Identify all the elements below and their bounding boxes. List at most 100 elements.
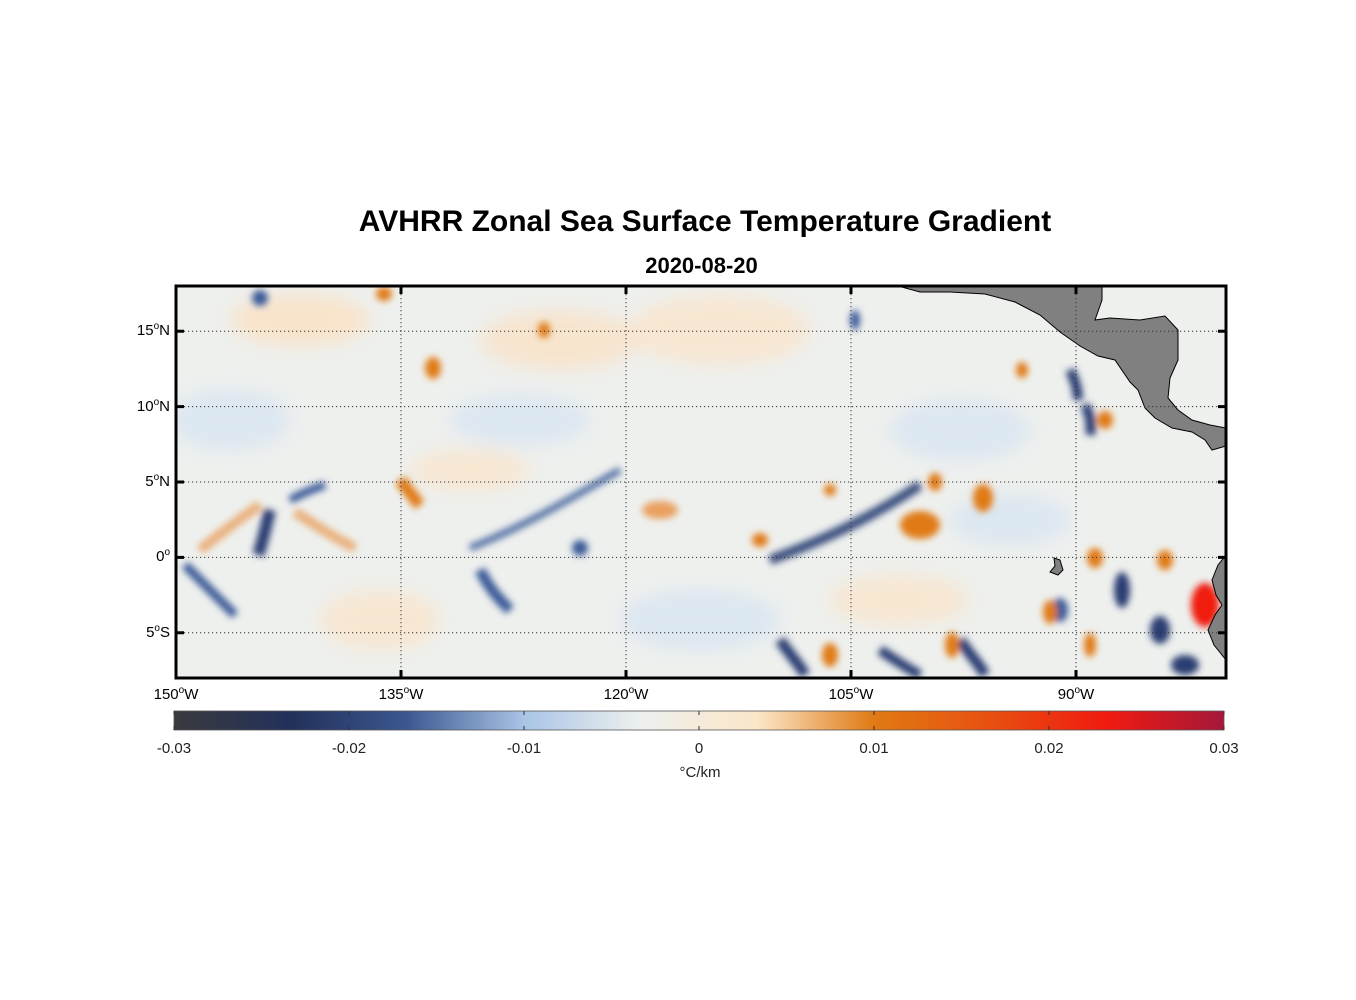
lat-label-hemisphere: N (159, 322, 170, 340)
lat-label-num: 10 (136, 397, 154, 415)
chart-subtitle: 2020-08-20 (645, 253, 758, 278)
lat-label-degree: o (154, 622, 160, 634)
lat-label-degree: o (153, 321, 160, 333)
lon-label-hemisphere: W (409, 686, 424, 703)
cold-front (1080, 402, 1096, 436)
lat-label-hemisphere: N (159, 397, 170, 415)
lon-label: 135oW (361, 685, 441, 703)
lat-label-num: 5 (146, 623, 155, 641)
warm-spot (752, 533, 768, 547)
warm-spot (538, 322, 550, 338)
lat-label-hemisphere: N (159, 473, 170, 490)
warm-spot (900, 511, 940, 539)
lon-label: 120oW (586, 685, 666, 703)
lat-label: 15oN (110, 321, 170, 339)
warm-spot (376, 287, 392, 301)
lon-label-num: 120 (603, 686, 629, 703)
cold-front (955, 636, 990, 678)
chart-title: AVHRR Zonal Sea Surface Temperature Grad… (358, 205, 1052, 238)
warm-front (292, 507, 358, 553)
lon-label: 90oW (1036, 685, 1116, 703)
lat-label: 10oN (110, 397, 170, 415)
cold-front (1065, 367, 1083, 401)
warm-front (395, 476, 425, 510)
lon-label-degree: o (1074, 685, 1081, 696)
warm-spot (1157, 550, 1173, 570)
warm-wash (320, 590, 440, 650)
cold-spot (1150, 616, 1170, 644)
lon-label: 150oW (136, 685, 216, 703)
colorbar-tick-label: 0.02 (1034, 740, 1064, 757)
lon-label: 105oW (811, 685, 891, 703)
lat-label: 0o (110, 547, 170, 565)
lon-label-degree: o (628, 685, 635, 696)
colorbar-tick-label: -0.01 (506, 740, 542, 757)
warm-wash (480, 310, 640, 370)
colorbar-tick-label: -0.02 (331, 740, 367, 757)
colorbar-unit: °C/km (679, 764, 721, 781)
cold-front (775, 636, 810, 678)
lon-label-hemisphere: W (1080, 686, 1095, 703)
galapagos-island (1049, 557, 1064, 576)
lat-label-num: 0 (156, 548, 165, 566)
cold-front (475, 567, 514, 614)
cold-spot (572, 540, 588, 556)
cool-wash (620, 590, 780, 650)
lon-label-degree: o (403, 685, 410, 696)
lon-label-num: 90 (1057, 686, 1075, 703)
lat-label-num: 5 (145, 473, 154, 490)
warm-spot (928, 473, 942, 491)
lat-label-degree: o (153, 396, 160, 408)
warm-spot (1016, 362, 1028, 378)
lon-label-degree: o (178, 685, 185, 696)
warm-spot (1043, 600, 1057, 624)
cold-spot (1171, 655, 1199, 675)
lon-label-degree: o (853, 685, 860, 696)
colorbar-tick-label: 0.03 (1209, 740, 1239, 757)
lat-label-degree: o (153, 472, 160, 483)
warm-wash (630, 295, 810, 365)
warm-front (196, 500, 263, 554)
cool-wash (176, 390, 290, 450)
lon-label-hemisphere: W (634, 686, 649, 703)
lat-label-num: 15 (136, 322, 154, 340)
cold-front (468, 466, 622, 552)
cold-front (288, 481, 327, 504)
warm-spot (1097, 411, 1113, 429)
warm-spot (945, 632, 959, 658)
colorbar-tick-label: 0 (694, 740, 704, 757)
cool-wash (450, 395, 590, 445)
warm-wash (830, 575, 970, 625)
warm-wash (410, 450, 530, 490)
warm-wash (230, 295, 370, 345)
warm-spot (973, 484, 993, 512)
lon-label-num: 150 (153, 686, 179, 703)
cold-front (252, 508, 276, 558)
cool-wash (950, 495, 1070, 545)
colorbar-tick-label: 0.01 (859, 740, 889, 757)
lat-label-degree: o (164, 547, 170, 559)
lon-label-num: 135 (378, 686, 404, 703)
cold-front (768, 480, 923, 565)
cold-spot (1114, 572, 1130, 608)
cold-spot (850, 310, 860, 330)
cold-spot (252, 290, 268, 306)
cold-front (181, 561, 239, 619)
lat-label-hemisphere: S (159, 623, 170, 641)
warm-spot (1084, 633, 1096, 657)
background-texture (176, 295, 1070, 650)
map-gridlines (176, 286, 1226, 678)
cold-front (877, 645, 923, 678)
warm-spot (1191, 583, 1219, 627)
lon-label-hemisphere: W (859, 686, 874, 703)
map-tick-marks (174, 286, 1226, 678)
warm-spot (824, 484, 836, 496)
lat-label: 5oS (110, 623, 170, 641)
gradient-features (181, 287, 1219, 678)
warm-spot (822, 643, 838, 667)
lon-label-num: 105 (828, 686, 854, 703)
cool-wash (890, 400, 1030, 460)
lat-label: 5oN (110, 472, 170, 490)
colorbar-tick-label: -0.03 (156, 740, 192, 757)
